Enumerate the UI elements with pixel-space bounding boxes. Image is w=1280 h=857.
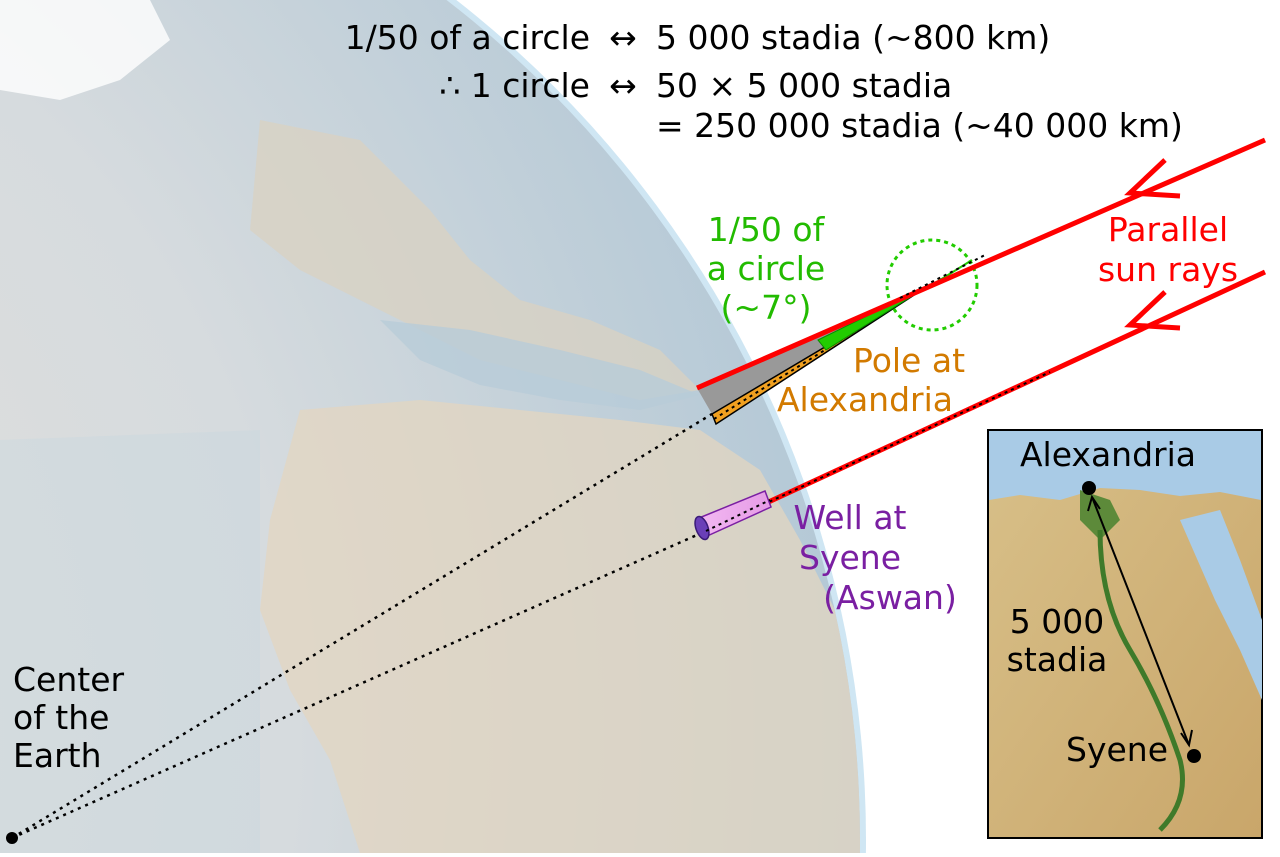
label-parallel-line1: Parallel	[1108, 210, 1228, 249]
eq-line1-arrow: ↔	[609, 18, 637, 57]
inset-distance-arrow	[1091, 496, 1190, 746]
well-syene	[694, 490, 772, 541]
earth-globe	[0, 0, 866, 857]
label-center-line3: Earth	[13, 736, 102, 775]
inset-syene-dot	[1187, 749, 1201, 763]
label-well-line3: (Aswan)	[823, 578, 957, 617]
label-well-line1: Well at	[794, 498, 907, 537]
eq-line2-arrow: ↔	[609, 66, 637, 105]
sun-ray-upper-arrow	[1124, 158, 1181, 199]
label-pole-line1: Pole at	[853, 341, 965, 380]
inset-label-distance-line2: stadia	[1007, 640, 1108, 679]
sun-rays	[695, 137, 1267, 534]
inset-alexandria-dot	[1082, 481, 1096, 495]
label-well-line2: Syene	[799, 538, 901, 577]
inset-label-alexandria: Alexandria	[1020, 435, 1196, 474]
label-parallel-line2: sun rays	[1098, 250, 1238, 289]
eq-line1-left: 1/50 of a circle	[345, 18, 590, 57]
radius-lines	[11, 412, 713, 840]
inset-label-syene: Syene	[1066, 730, 1168, 769]
eq-line1-right: 5 000 stadia (~800 km)	[656, 18, 1050, 57]
label-center-line2: of the	[13, 698, 109, 737]
eq-line3-right: = 250 000 stadia (~40 000 km)	[656, 106, 1183, 145]
label-center-line1: Center	[13, 660, 125, 699]
sun-ray-lower-arrow	[1124, 290, 1181, 331]
eq-line2-right: 50 × 5 000 stadia	[656, 66, 952, 105]
label-angle-line2: a circle	[707, 249, 825, 288]
label-angle-line3: (~7°)	[721, 288, 812, 327]
earth-center-dot	[6, 832, 18, 844]
eq-line2-left: ∴ 1 circle	[439, 66, 590, 105]
label-pole-line2: Alexandria	[777, 380, 953, 419]
sun-ray-upper	[695, 137, 1267, 391]
label-angle-line1: 1/50 of	[708, 210, 826, 249]
inset-map	[987, 429, 1263, 839]
inset-label-distance-line1: 5 000	[1010, 602, 1104, 641]
